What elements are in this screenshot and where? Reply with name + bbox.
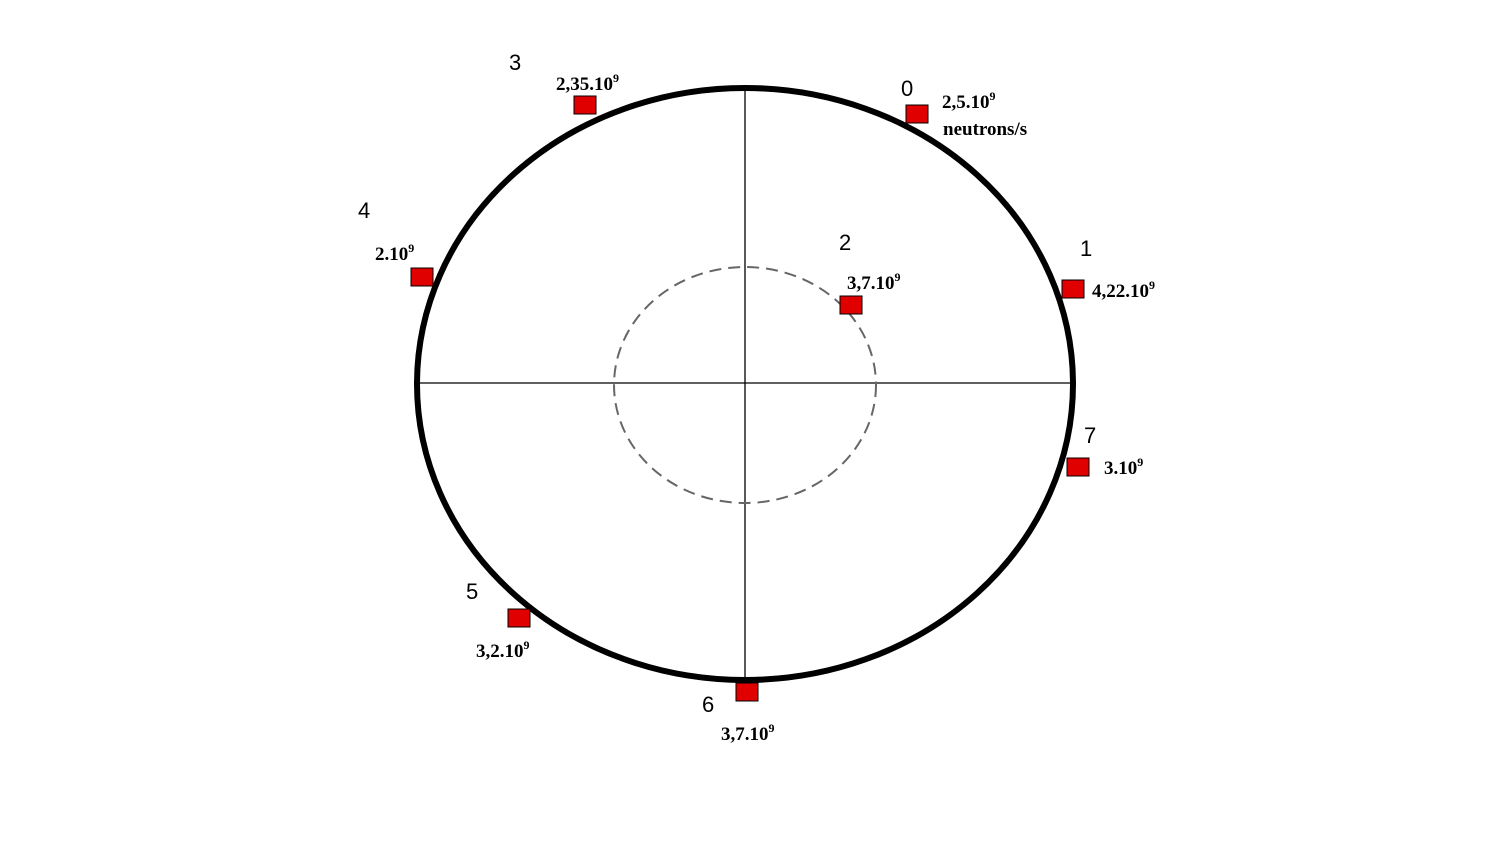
source-marker <box>735 682 759 702</box>
source-3: 3 2,35.109 <box>509 50 619 115</box>
source-index: 5 <box>466 579 478 604</box>
source-marker <box>573 95 597 115</box>
source-marker <box>507 608 531 628</box>
source-marker <box>1061 279 1085 299</box>
source-0: 0 2,5.109 neutrons/s <box>901 76 1027 140</box>
source-index: 4 <box>358 198 370 223</box>
source-value: 3.109 <box>1104 455 1143 479</box>
source-2: 2 3,7.109 <box>839 230 901 315</box>
source-value: 2,5.109 <box>942 89 996 113</box>
source-1: 1 4,22.109 <box>1061 236 1155 302</box>
source-value: 2,35.109 <box>556 71 619 95</box>
source-6: 6 3,7.109 <box>702 682 775 745</box>
source-index: 0 <box>901 76 913 101</box>
source-index: 7 <box>1084 423 1096 448</box>
source-marker <box>410 267 434 287</box>
inner-dashed-circle <box>613 266 877 504</box>
source-index: 6 <box>702 692 714 717</box>
source-4: 4 2.109 <box>358 198 434 287</box>
source-value: 3,7.109 <box>847 270 901 294</box>
source-value: 3,7.109 <box>721 721 775 745</box>
outer-ring <box>414 85 1076 683</box>
source-marker <box>839 295 863 315</box>
source-7: 7 3.109 <box>1066 423 1143 479</box>
source-index: 2 <box>839 230 851 255</box>
source-index: 1 <box>1080 236 1092 261</box>
source-value: 3,2.109 <box>476 638 530 662</box>
source-marker <box>1066 457 1090 477</box>
source-value: 2.109 <box>375 241 414 265</box>
source-unit: neutrons/s <box>943 119 1027 140</box>
source-5: 5 3,2.109 <box>466 579 531 662</box>
source-index: 3 <box>509 50 521 75</box>
source-marker <box>905 104 929 124</box>
source-value: 4,22.109 <box>1092 278 1155 302</box>
